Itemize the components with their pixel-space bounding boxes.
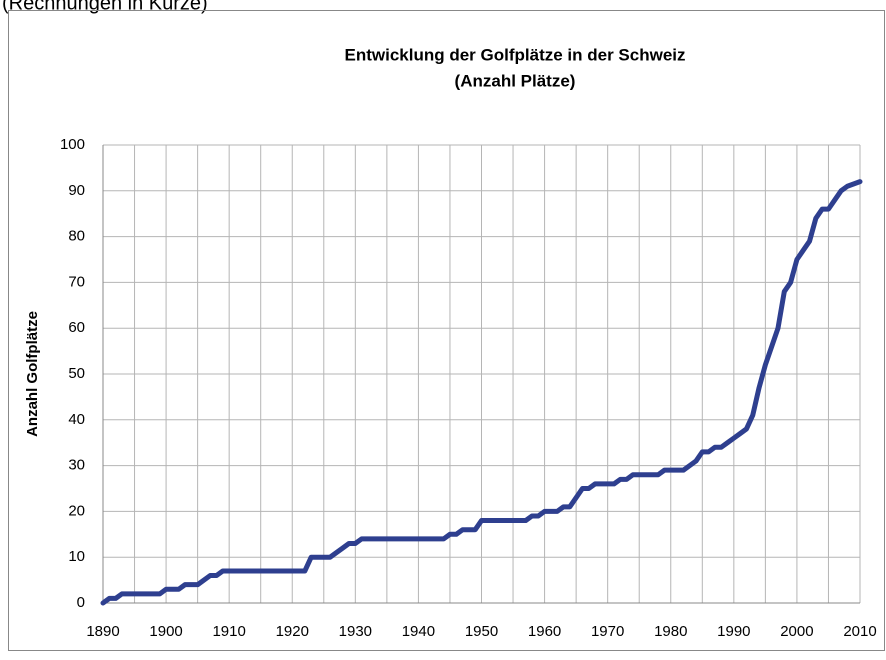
x-tick-label: 1920 [276, 623, 309, 640]
y-tick-label: 80 [68, 228, 85, 245]
y-tick-label: 60 [68, 319, 85, 336]
x-tick-label: 1990 [717, 623, 750, 640]
y-tick-label: 100 [60, 136, 85, 153]
y-tick-label: 70 [68, 273, 85, 290]
x-tick-label: 1970 [591, 623, 624, 640]
y-tick-label: 30 [68, 457, 85, 474]
x-tick-label: 1940 [402, 623, 435, 640]
y-axis-label: Anzahl Golfplätze [24, 311, 41, 437]
page-note: (Rechnungen in Kürze) [2, 0, 208, 14]
chart-frame [8, 10, 885, 651]
x-tick-label: 1960 [528, 623, 561, 640]
x-tick-label: 2010 [843, 623, 876, 640]
y-tick-label: 10 [68, 548, 85, 565]
y-tick-label: 90 [68, 182, 85, 199]
x-tick-label: 1930 [339, 623, 372, 640]
x-tick-label: 1950 [465, 623, 498, 640]
y-tick-label: 40 [68, 411, 85, 428]
x-tick-label: 1900 [149, 623, 182, 640]
chart-subtitle: (Anzahl Plätze) [455, 71, 576, 90]
chart-title: Entwicklung der Golfplätze in der Schwei… [345, 45, 686, 64]
y-tick-label: 50 [68, 365, 85, 382]
x-tick-label: 1890 [86, 623, 119, 640]
data-line [100, 179, 863, 606]
x-tick-label: 1910 [212, 623, 245, 640]
y-tick-label: 0 [77, 594, 85, 611]
y-tick-label: 20 [68, 502, 85, 519]
x-tick-label: 2000 [780, 623, 813, 640]
x-tick-label: 1980 [654, 623, 687, 640]
